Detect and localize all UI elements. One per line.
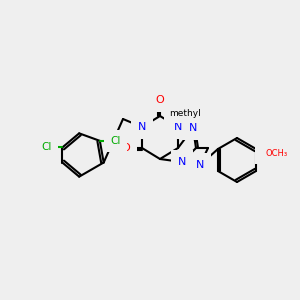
- Text: Cl: Cl: [111, 136, 121, 146]
- Text: N: N: [196, 160, 204, 170]
- Text: N: N: [174, 122, 182, 132]
- Text: O: O: [156, 95, 164, 105]
- Text: OCH₃: OCH₃: [266, 148, 288, 158]
- Text: O: O: [261, 148, 269, 158]
- Text: Cl: Cl: [41, 142, 52, 152]
- Text: N: N: [189, 123, 197, 133]
- Text: methyl: methyl: [169, 109, 201, 118]
- Text: N: N: [138, 122, 146, 132]
- Text: O: O: [122, 143, 130, 153]
- Text: N: N: [178, 157, 186, 167]
